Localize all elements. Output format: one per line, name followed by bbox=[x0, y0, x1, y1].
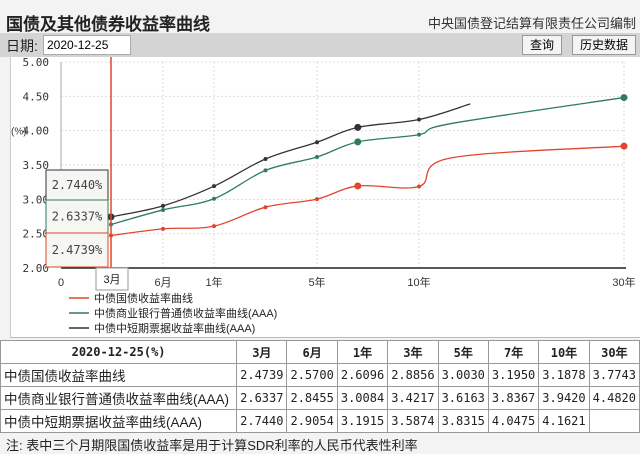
column-header: 6月 bbox=[286, 340, 338, 364]
series-line-2 bbox=[110, 103, 471, 218]
column-header: 5年 bbox=[437, 340, 489, 364]
query-button[interactable]: 查询 bbox=[521, 35, 562, 55]
publisher-label: 中央国债登记结算有限责任公司编制 bbox=[427, 16, 636, 31]
yield-cell: 2.5700 bbox=[286, 363, 338, 387]
table-row: 中债中短期票据收益率曲线(AAA) 2.7440 2.9054 3.1915 3.587… bbox=[0, 409, 640, 433]
table-row: 中债国债收益率曲线 2.4739 2.5700 2.6096 2.8856 3.0030 3… bbox=[0, 363, 640, 387]
page-title: 国债及其他债券收益率曲线 bbox=[6, 15, 210, 34]
yield-cell: 4.4820 bbox=[588, 386, 640, 410]
data-point bbox=[212, 224, 216, 229]
yield-cell: 3.8315 bbox=[437, 409, 489, 433]
yield-cell: 2.6337 bbox=[236, 386, 288, 410]
tooltip-value: 2.6337% bbox=[52, 210, 103, 224]
data-point bbox=[212, 184, 216, 189]
yield-cell: 3.1950 bbox=[487, 363, 540, 387]
column-header: 30年 bbox=[588, 340, 640, 364]
tooltip-box bbox=[45, 199, 109, 234]
column-header: 1年 bbox=[336, 340, 389, 364]
data-point bbox=[417, 117, 421, 122]
yield-cell: 2.8455 bbox=[286, 386, 338, 410]
x-tooltip-box bbox=[95, 267, 129, 291]
yield-cell: 3.0030 bbox=[437, 363, 489, 387]
data-point bbox=[315, 140, 319, 145]
row-name: 中债商业银行普通债收益率曲线(AAA) bbox=[0, 386, 238, 410]
series-line-0 bbox=[110, 145, 625, 237]
yield-cell: 2.8856 bbox=[387, 363, 439, 387]
data-point bbox=[354, 123, 362, 131]
x-tick-label: 5年 bbox=[308, 275, 325, 289]
table-header-row: 2020-12-25(%) 3月 6月 1年 3年 5年 7年 10年 30年 bbox=[0, 340, 640, 364]
table-row: 中债商业银行普通债收益率曲线(AAA) 2.6337 2.8455 3.0084 3.4… bbox=[0, 386, 640, 410]
data-point bbox=[263, 205, 268, 210]
column-header: 10年 bbox=[538, 340, 590, 364]
x-tick-label: 10年 bbox=[407, 275, 430, 289]
x-tick-label: 0 bbox=[58, 277, 64, 289]
data-point bbox=[212, 196, 216, 201]
data-point bbox=[417, 184, 421, 189]
data-point bbox=[263, 156, 268, 161]
y-tick-label: 4.50 bbox=[23, 90, 50, 103]
data-point bbox=[354, 138, 362, 146]
tooltip-box bbox=[45, 169, 109, 201]
yield-cell: 3.8367 bbox=[487, 386, 540, 410]
y-tick-label: 3.50 bbox=[23, 159, 50, 172]
column-header: 7年 bbox=[487, 340, 540, 364]
x-tick-label: 6月 bbox=[154, 277, 171, 289]
yield-curve-chart[interactable]: 2.00 2.50 3.00 3.50 4.00 4.50 5.00 0 6月 1年 5年 10年 30… bbox=[10, 57, 640, 338]
yield-cell: 3.1878 bbox=[538, 363, 590, 387]
tooltip-value: 2.7440% bbox=[52, 178, 103, 192]
column-header: 2020-12-25(%) bbox=[0, 340, 238, 364]
yield-cell: 2.9054 bbox=[286, 409, 338, 433]
x-tick-label: 1年 bbox=[205, 275, 222, 289]
date-input[interactable] bbox=[43, 35, 131, 55]
column-header: 3年 bbox=[387, 340, 439, 364]
yield-cell: 4.1621 bbox=[538, 409, 590, 433]
data-point bbox=[417, 132, 421, 137]
data-point bbox=[620, 142, 628, 150]
y-tick-label: 4.00 bbox=[23, 125, 50, 138]
yield-cell: 3.5874 bbox=[387, 409, 439, 433]
data-point bbox=[315, 155, 319, 160]
toolbar: 日期: 查询 历史数据 bbox=[0, 33, 640, 57]
data-point bbox=[315, 197, 319, 202]
series-line-1 bbox=[110, 96, 625, 226]
tooltip-box bbox=[45, 232, 109, 268]
legend-label: 中债商业银行普通债收益率曲线(AAA) bbox=[94, 306, 277, 320]
yield-cell: 2.4739 bbox=[236, 363, 288, 387]
row-name: 中债中短期票据收益率曲线(AAA) bbox=[0, 409, 238, 433]
yield-cell: 3.4217 bbox=[387, 386, 439, 410]
yield-cell: 3.9420 bbox=[538, 386, 590, 410]
y-tick-label: 2.00 bbox=[23, 262, 50, 275]
yield-cell: 3.7743 bbox=[588, 363, 640, 387]
yield-cell bbox=[588, 409, 640, 433]
data-point bbox=[161, 203, 165, 208]
data-point bbox=[161, 207, 165, 212]
date-label: 日期: bbox=[6, 38, 38, 54]
yield-cell: 3.6163 bbox=[437, 386, 489, 410]
yield-cell: 3.1915 bbox=[336, 409, 389, 433]
legend-label: 中债国债收益率曲线 bbox=[94, 291, 193, 305]
data-point bbox=[354, 182, 362, 190]
legend-label: 中债中短期票据收益率曲线(AAA) bbox=[94, 321, 255, 335]
data-point bbox=[620, 94, 628, 102]
data-point bbox=[263, 168, 268, 173]
history-data-button[interactable]: 历史数据 bbox=[571, 35, 636, 55]
footnote: 注: 表中三个月期限国债收益率是用于计算SDR利率的人民币代表性利率 bbox=[6, 438, 418, 453]
y-tick-label: 5.00 bbox=[23, 57, 50, 69]
y-axis-label: (%) bbox=[11, 127, 27, 138]
x-tooltip-label: 3月 bbox=[103, 274, 120, 286]
y-tick-label: 2.50 bbox=[23, 228, 50, 241]
data-point bbox=[161, 226, 165, 231]
yield-table: 2020-12-25(%) 3月 6月 1年 3年 5年 7年 10年 30年 中债国债收益率曲… bbox=[0, 340, 640, 433]
tooltip-value: 2.4739% bbox=[52, 243, 103, 257]
yield-cell: 2.6096 bbox=[336, 363, 389, 387]
y-tick-label: 3.00 bbox=[23, 193, 50, 206]
yield-cell: 3.0084 bbox=[336, 386, 389, 410]
x-tick-label: 30年 bbox=[612, 275, 635, 289]
row-name: 中债国债收益率曲线 bbox=[0, 363, 238, 387]
yield-cell: 4.0475 bbox=[487, 409, 540, 433]
chart-svg: 2.00 2.50 3.00 3.50 4.00 4.50 5.00 0 6月 1年 5年 10年 30… bbox=[11, 57, 636, 335]
yield-cell: 2.7440 bbox=[236, 409, 288, 433]
column-header: 3月 bbox=[236, 340, 288, 364]
